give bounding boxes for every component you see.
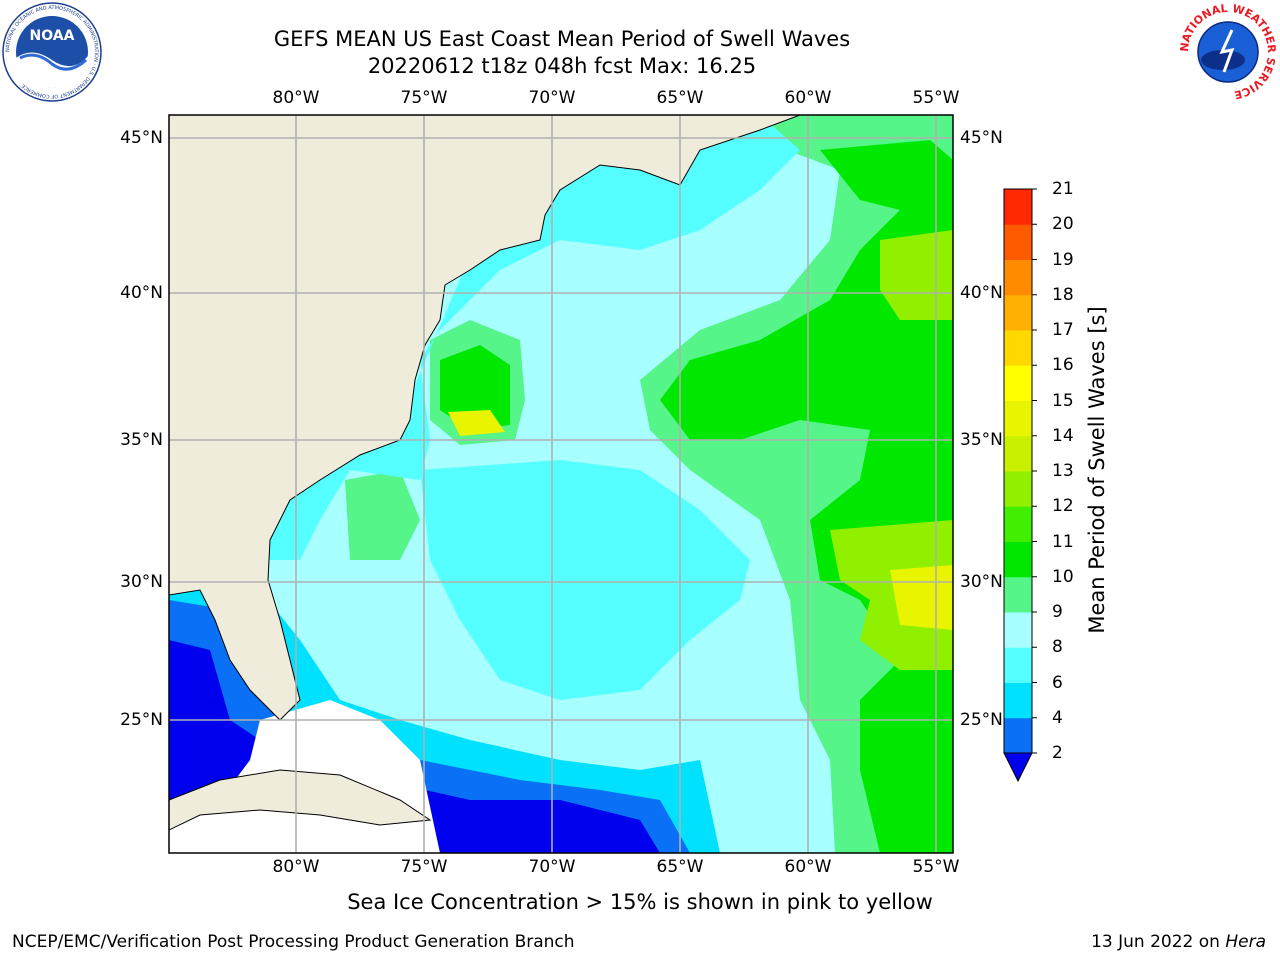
period-field-8s-south bbox=[420, 460, 750, 700]
lon-label-bottom: 75°W bbox=[400, 857, 448, 877]
period-field-12s-south bbox=[830, 520, 953, 670]
noaa-logo-text: NOAA bbox=[30, 28, 75, 44]
land-cuba bbox=[169, 769, 432, 831]
lat-label-left: 45°N bbox=[120, 128, 163, 148]
lon-label-top: 55°W bbox=[912, 88, 960, 108]
map-frame bbox=[168, 114, 954, 854]
colorbar-tick-label: 6 bbox=[1052, 672, 1063, 693]
lat-label-left: 35°N bbox=[120, 430, 163, 450]
sea-ice-note: Sea Ice Concentration > 15% is shown in … bbox=[0, 890, 1280, 914]
colorbar-segment bbox=[1004, 541, 1032, 578]
land-north-america bbox=[169, 115, 801, 721]
colorbar-tick-label: 13 bbox=[1052, 461, 1074, 481]
lon-label-top: 60°W bbox=[784, 88, 832, 108]
colorbar-segment bbox=[1004, 717, 1032, 754]
colorbar-tick-label: 20 bbox=[1052, 214, 1074, 235]
chart-subtitle: 20220612 t18z 048h fcst Max: 16.25 bbox=[367, 54, 757, 78]
lon-label-top: 75°W bbox=[400, 88, 448, 108]
nws-logo: NATIONAL WEATHER SERVICE bbox=[1178, 2, 1278, 101]
lat-label-left: 30°N bbox=[120, 572, 163, 592]
footer-date-text: 13 Jun 2022 on bbox=[1091, 932, 1226, 952]
period-field-12s bbox=[880, 230, 953, 320]
colorbar-label: Mean Period of Swell Waves [s] bbox=[1085, 306, 1109, 634]
lon-label-bottom: 70°W bbox=[528, 857, 576, 877]
colorbar-segment bbox=[1004, 400, 1032, 437]
period-field-14s-west bbox=[448, 410, 505, 436]
colorbar-segment bbox=[1004, 682, 1032, 719]
lon-label-bottom: 60°W bbox=[784, 857, 832, 877]
colorbar-segment bbox=[1004, 576, 1032, 613]
lat-label-left: 40°N bbox=[120, 283, 163, 303]
lat-label-right: 45°N bbox=[960, 128, 1003, 148]
lon-label-bottom: 55°W bbox=[912, 857, 960, 877]
footer-machine: Hera bbox=[1225, 932, 1266, 952]
lon-label-bottom: 65°W bbox=[656, 857, 704, 877]
colorbar-segment bbox=[1004, 189, 1032, 225]
lon-label-bottom: 80°W bbox=[272, 857, 320, 877]
footer-date: 13 Jun 2022 on Hera bbox=[1091, 932, 1266, 952]
colorbar-segment bbox=[1004, 330, 1032, 366]
colorbar-tick-label: 15 bbox=[1052, 390, 1074, 411]
lat-label-right: 30°N bbox=[960, 572, 1003, 592]
colorbar-tick-label: 4 bbox=[1052, 707, 1063, 728]
period-field-9s-south bbox=[345, 470, 420, 560]
colorbar-segment bbox=[1004, 435, 1032, 472]
lon-label-top: 70°W bbox=[528, 88, 576, 108]
colorbar-tick-label: 17 bbox=[1052, 320, 1074, 340]
chart-title: GEFS MEAN US East Coast Mean Period of S… bbox=[273, 27, 851, 51]
lat-label-right: 25°N bbox=[960, 710, 1003, 730]
colorbar-tick-label: 2 bbox=[1052, 743, 1063, 763]
colorbar bbox=[1003, 188, 1037, 783]
period-field-10s-west bbox=[440, 345, 510, 430]
colorbar-segment bbox=[1004, 294, 1032, 331]
colorbar-tick-label: 9 bbox=[1052, 602, 1063, 622]
colorbar-tick-label: 11 bbox=[1052, 531, 1074, 552]
colorbar-tick-label: 12 bbox=[1052, 496, 1074, 517]
period-field-10s bbox=[660, 140, 953, 853]
colorbar-tick-label: 19 bbox=[1052, 249, 1074, 270]
colorbar-segment bbox=[1004, 224, 1032, 260]
period-field-14s bbox=[890, 565, 953, 630]
colorbar-tick-label: 21 bbox=[1052, 179, 1074, 199]
colorbar-segment bbox=[1004, 506, 1032, 542]
colorbar-segment bbox=[1004, 365, 1032, 401]
footer-producer: NCEP/EMC/Verification Post Processing Pr… bbox=[12, 932, 575, 952]
lat-label-right: 40°N bbox=[960, 283, 1003, 303]
lon-label-top: 65°W bbox=[656, 88, 704, 108]
colorbar-tick-label: 10 bbox=[1052, 566, 1074, 587]
map-grid bbox=[169, 115, 953, 853]
colorbar-tick-label: 8 bbox=[1052, 637, 1063, 658]
lat-label-left: 25°N bbox=[120, 710, 163, 730]
colorbar-tick-label: 14 bbox=[1052, 425, 1074, 446]
colorbar-segment bbox=[1004, 612, 1032, 648]
colorbar-tick-label: 16 bbox=[1052, 355, 1074, 376]
colorbar-segment bbox=[1004, 471, 1032, 507]
noaa-logo: NOAA NATIONAL OCEANIC AND ATMOSPHERIC AD… bbox=[2, 2, 102, 102]
sea-ice-note-text: Sea Ice Concentration > 15% is shown in … bbox=[347, 890, 933, 914]
colorbar-tick-label: 18 bbox=[1052, 284, 1074, 305]
colorbar-extend-arrow bbox=[1003, 752, 1033, 783]
colorbar-segment bbox=[1004, 647, 1032, 683]
lat-label-right: 35°N bbox=[960, 430, 1003, 450]
lon-label-top: 80°W bbox=[272, 88, 320, 108]
colorbar-segment bbox=[1004, 259, 1032, 296]
